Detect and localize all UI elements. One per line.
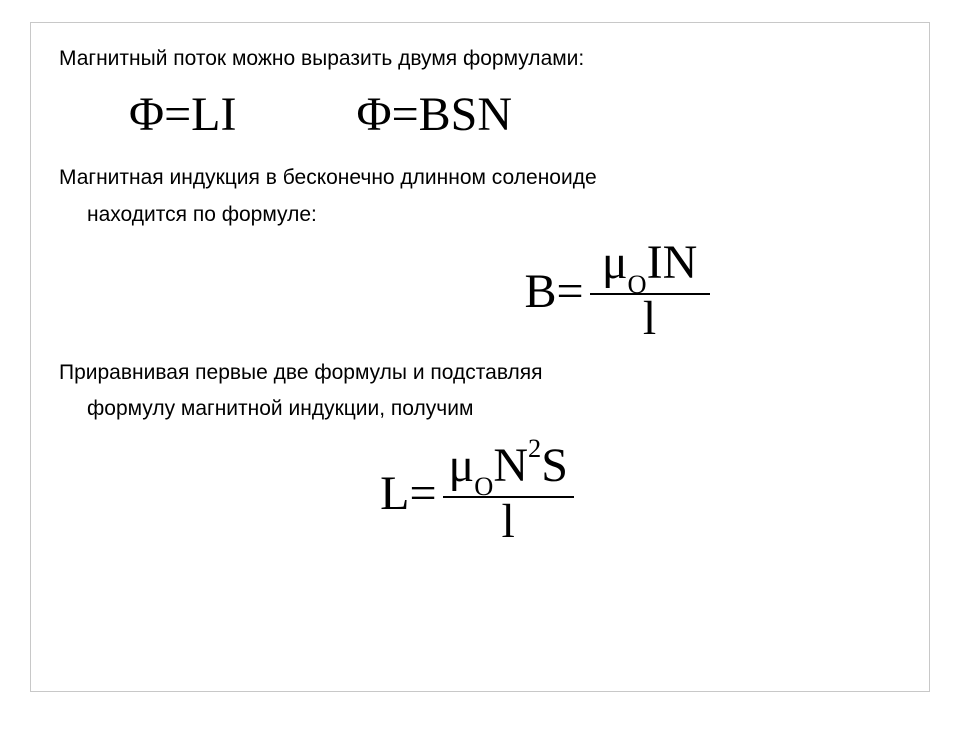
formula-row-2: B = μOIN l [339, 239, 901, 343]
li-rhs: LI [191, 87, 236, 142]
fraction-l: μON2S l [443, 442, 574, 546]
bsn-rhs: BSN [419, 87, 512, 142]
paragraph-derive-1: Приравнивая первые две формулы и подстав… [59, 359, 901, 387]
paragraph-derive-2: формулу магнитной индукции, получим [59, 395, 901, 423]
paragraph-solenoid-1: Магнитная индукция в бесконечно длинном … [59, 164, 901, 192]
s-sym: S [541, 439, 568, 492]
paragraph-intro: Магнитный поток можно выразить двумя фор… [59, 45, 901, 73]
paragraph-solenoid-2: находится по формуле: [59, 201, 901, 229]
eq-sign-4: = [409, 466, 436, 521]
in-part: IN [647, 236, 698, 289]
slide-panel: Магнитный поток можно выразить двумя фор… [30, 22, 930, 692]
phi-sym: Φ [129, 87, 164, 142]
phi-sym-2: Φ [356, 87, 391, 142]
b-lhs: B [524, 264, 556, 319]
mu-sym-1: μ [602, 236, 628, 289]
formula-row-1: Φ = LI Φ = BSN [59, 87, 901, 142]
formula-inductance: L = μON2S l [380, 442, 580, 546]
fraction-l-num: μON2S [443, 442, 574, 496]
n-exp: 2 [528, 433, 541, 463]
eq-sign-3: = [556, 264, 583, 319]
eq-sign-2: = [392, 87, 419, 142]
fraction-b-num: μOIN [596, 239, 703, 293]
fraction-b-den: l [637, 295, 662, 343]
n-sym: N [493, 439, 528, 492]
mu-sub-2: O [474, 471, 493, 501]
formula-row-3: L = μON2S l [59, 442, 901, 546]
fraction-b: μOIN l [590, 239, 710, 343]
formula-phi-bsn: Φ = BSN [356, 87, 512, 142]
eq-sign: = [164, 87, 191, 142]
mu-sym-2: μ [449, 439, 475, 492]
fraction-l-den: l [496, 498, 521, 546]
mu-sub-1: O [628, 269, 647, 299]
l-lhs: L [380, 466, 409, 521]
formula-phi-li: Φ = LI [129, 87, 236, 142]
formula-b-solenoid: B = μOIN l [524, 239, 715, 343]
